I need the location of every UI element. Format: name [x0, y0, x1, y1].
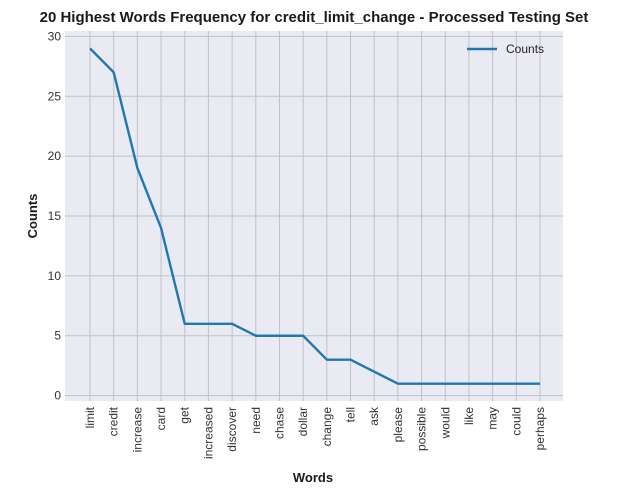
- x-tick-label: ask: [367, 406, 381, 426]
- x-tick-label: discover: [225, 407, 239, 452]
- y-tick-label: 5: [54, 329, 61, 343]
- x-tick-label: increase: [130, 407, 144, 453]
- y-tick-label: 0: [54, 389, 61, 403]
- x-tick-label: please: [391, 407, 405, 443]
- y-tick-label: 25: [48, 89, 62, 103]
- x-tick-label: may: [486, 407, 500, 430]
- x-tick-label: like: [462, 407, 476, 425]
- y-tick-label: 20: [48, 149, 62, 163]
- y-tick-label: 30: [48, 29, 62, 43]
- x-tick-label: card: [154, 407, 168, 430]
- x-tick-label: get: [178, 406, 192, 423]
- y-axis-label: Counts: [25, 194, 40, 239]
- x-axis-ticks: limit credit increase card get increased disco…: [83, 406, 547, 459]
- series-line-counts: [89, 47, 540, 385]
- x-tick-label: possible: [415, 407, 429, 451]
- x-tick-label: change: [320, 407, 334, 447]
- x-tick-label: limit: [83, 406, 97, 428]
- x-tick-label: would: [438, 407, 452, 439]
- x-tick-label: dollar: [296, 407, 310, 436]
- x-tick-label: could: [509, 407, 523, 436]
- x-tick-label: credit: [107, 406, 121, 436]
- y-tick-label: 10: [48, 269, 62, 283]
- legend: Counts: [467, 42, 544, 56]
- x-tick-label: increased: [201, 407, 215, 459]
- chart-title: 20 Highest Words Frequency for credit_li…: [40, 9, 589, 26]
- x-tick-label: need: [249, 407, 263, 434]
- y-tick-label: 15: [48, 209, 62, 223]
- x-axis-label: Words: [293, 470, 333, 485]
- x-tick-label: perhaps: [533, 407, 547, 450]
- legend-label-counts: Counts: [506, 42, 544, 56]
- x-tick-label: chase: [272, 407, 286, 439]
- y-axis-ticks: 0 5 10 15 20 25 30: [48, 29, 62, 402]
- grid-lines: [65, 31, 563, 401]
- x-tick-label: tell: [344, 407, 358, 422]
